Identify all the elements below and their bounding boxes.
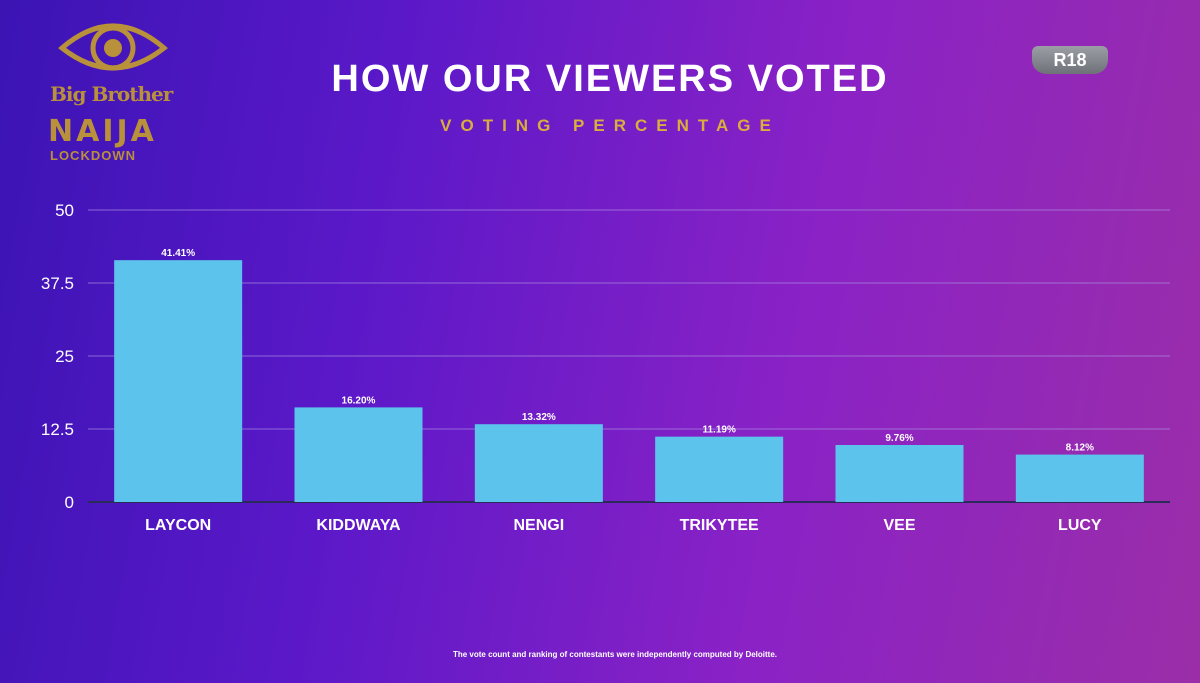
data-label: 9.76% [885,433,913,444]
x-tick-label: TRIKYTEE [680,517,759,534]
data-label: 13.32% [522,412,556,423]
data-label: 11.19% [702,425,735,436]
data-label: 8.12% [1066,443,1094,454]
data-label: 16.20% [342,395,376,406]
y-tick-label: 37.5 [41,274,74,293]
x-tick-label: VEE [883,517,915,534]
y-tick-label: 25 [55,347,74,366]
x-tick-label: LAYCON [145,517,211,534]
chart-title: HOW OUR VIEWERS VOTED [331,58,889,100]
bar [114,260,243,502]
logo-text-line3: LOCKDOWN [50,148,136,163]
eye-logo-icon [58,23,168,71]
data-label: 41.41% [161,248,195,259]
bar [474,424,603,502]
bar [835,445,964,502]
y-tick-label: 50 [55,201,74,220]
bar [1015,454,1144,502]
chart-subtitle: VOTING PERCENTAGE [440,116,780,135]
x-tick-label: LUCY [1058,517,1102,534]
logo-text-line2: NAIJA [48,114,157,149]
y-tick-label: 12.5 [41,420,74,439]
y-tick-label: 0 [65,493,74,512]
bar [294,407,423,502]
footnote: The vote count and ranking of contestant… [452,650,778,659]
x-tick-label: NENGI [513,517,564,534]
x-tick-label: KIDDWAYA [316,517,401,534]
rating-badge: R18 [1032,46,1108,74]
logo-text-line1: Big Brother [50,82,173,106]
bar [655,436,784,502]
big-brother-naija-logo: Big Brother NAIJA LOCKDOWN [44,10,184,163]
